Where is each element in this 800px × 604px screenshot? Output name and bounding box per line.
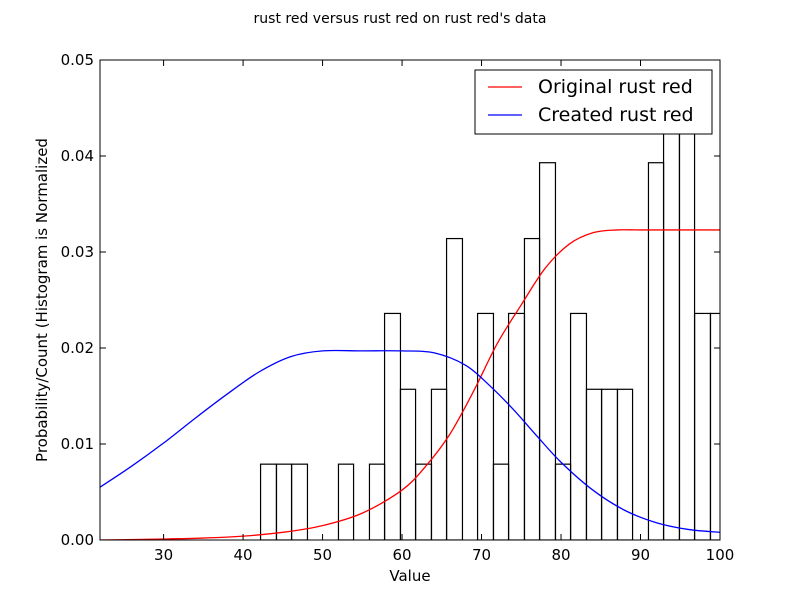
histogram-bar [445,237,464,540]
y-axis: 0.00 0.01 0.02 0.03 0.04 0.05 [61,51,720,549]
y-tick-label: 0.04 [61,147,94,165]
chart-title: rust red versus rust red on rust red's d… [254,11,547,27]
x-tick-label: 90 [631,546,650,564]
histogram-bars [259,87,720,540]
histogram-bar [337,463,355,540]
x-tick-label: 80 [551,546,570,564]
y-tick-label: 0.00 [61,531,94,549]
x-axis-label: Value [389,567,430,585]
x-tick-label: 50 [313,546,332,564]
histogram-bar [647,162,665,540]
histogram-bar [693,312,712,540]
axes-frame [99,59,721,541]
histogram-bar [600,388,619,540]
histogram-bar [507,312,526,540]
x-tick-label: 60 [393,546,412,564]
x-axis: 30 40 50 60 70 80 90 100 [154,60,734,564]
y-axis-label: Probability/Count (Histogram is Normaliz… [33,138,51,462]
series-lines [100,229,720,540]
histogram-bar [368,463,386,540]
histogram-bar [616,388,634,540]
legend-box [474,69,713,135]
histogram-bar [399,388,417,540]
histogram-bar [554,463,572,540]
series-line-original [100,229,720,540]
y-tick-label: 0.03 [61,243,94,261]
legend-label-created: Created rust red [538,104,694,126]
legend-label-original: Original rust red [538,76,693,98]
histogram-bar [492,463,510,540]
legend: Original rust red Created rust red [474,69,713,135]
histogram-bar [569,312,588,540]
histogram-bar [662,87,681,540]
x-tick-label: 30 [154,546,173,564]
histogram-bar [275,463,293,540]
histogram-bar [709,312,720,540]
histogram-bar [290,463,309,540]
x-tick-label: 70 [472,546,491,564]
y-tick-label: 0.05 [61,51,94,69]
x-tick-label: 40 [234,546,253,564]
histogram-bar [430,388,448,540]
histogram-bar [678,87,696,540]
histogram-bar [476,312,495,540]
histogram-bar [383,312,402,540]
y-tick-label: 0.02 [61,339,94,357]
histogram-bar [585,388,603,540]
x-tick-label: 100 [706,546,735,564]
histogram-bar [538,162,557,540]
y-tick-label: 0.01 [61,435,94,453]
series-line-created [100,349,720,533]
histogram-bar [259,463,278,540]
histogram-bar [523,237,541,540]
